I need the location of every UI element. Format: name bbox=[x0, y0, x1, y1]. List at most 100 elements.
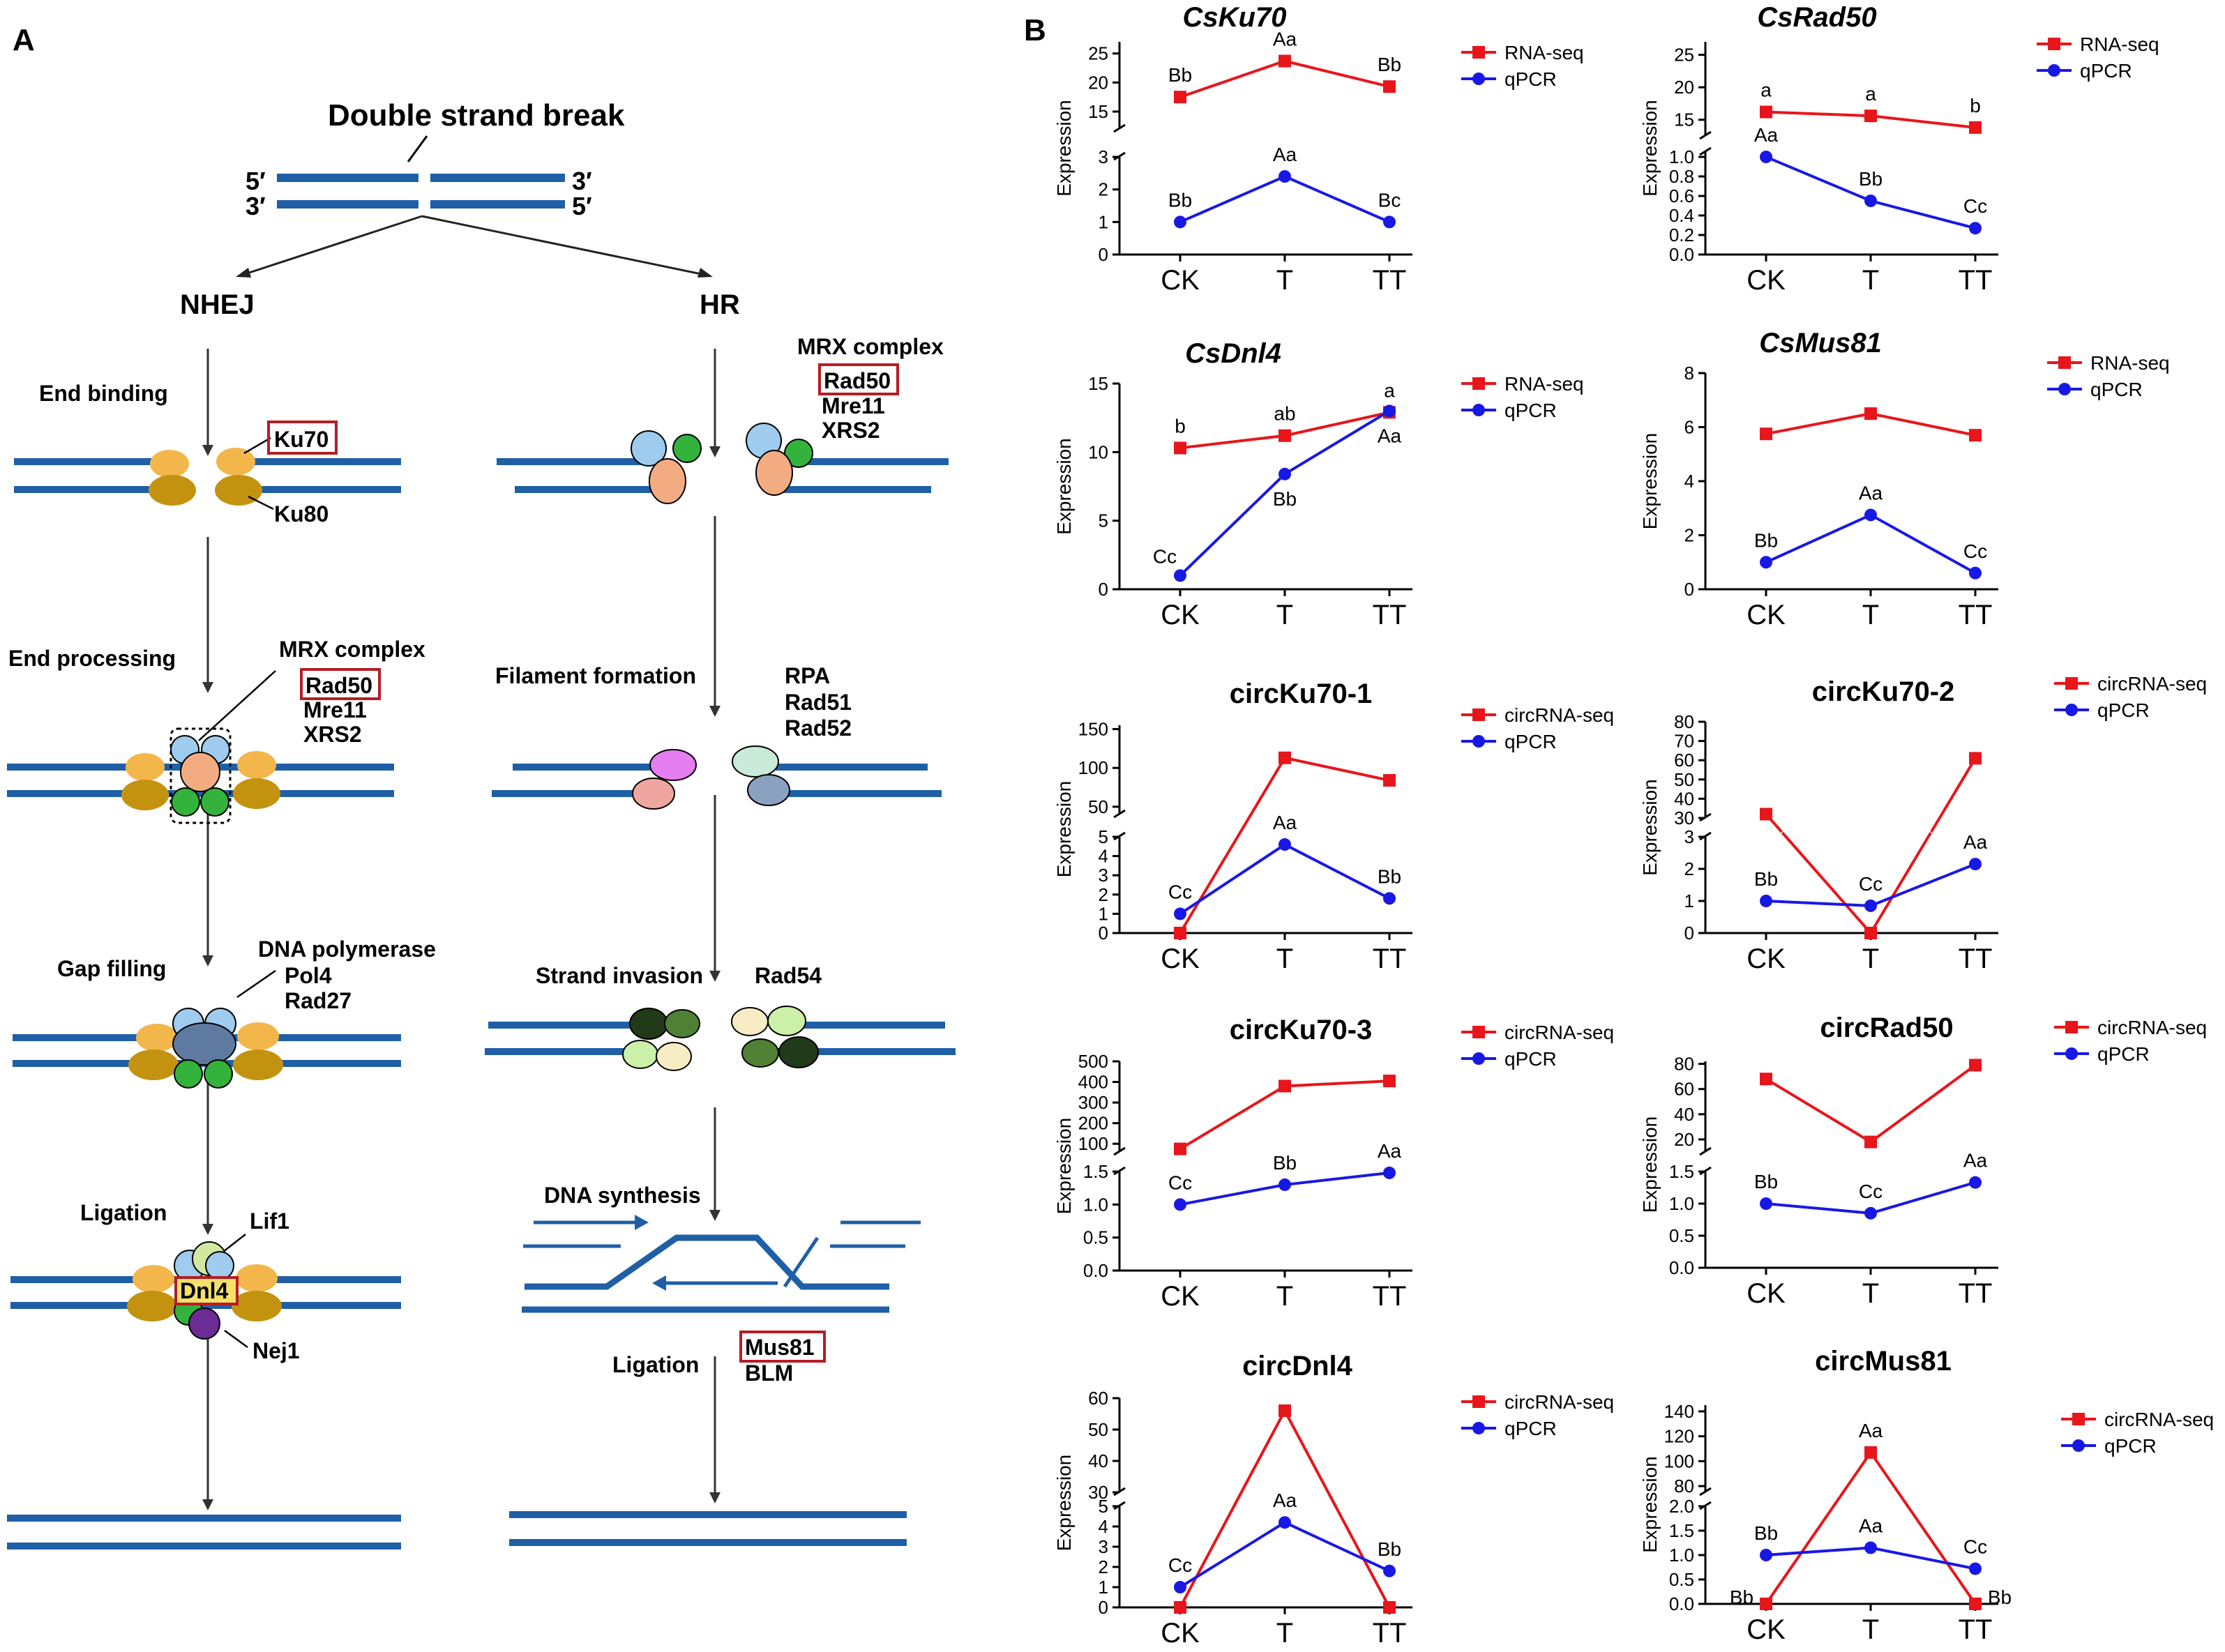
data-point-qPCR bbox=[1969, 222, 1982, 235]
data-label: Aa bbox=[1963, 831, 1988, 853]
y-tick-label: 300 bbox=[1078, 1092, 1108, 1113]
axis-break bbox=[1113, 809, 1126, 819]
nej1-label: Nej1 bbox=[252, 1338, 300, 1363]
data-label: a bbox=[1760, 79, 1772, 101]
rad51-label: Rad51 bbox=[785, 690, 852, 715]
data-label: Bb bbox=[1754, 1522, 1778, 1544]
x-tick-label: TT bbox=[1959, 1278, 1993, 1309]
axis-break bbox=[1113, 151, 1126, 161]
dsb-title: Double strand break bbox=[328, 98, 625, 132]
y-tick-label: 200 bbox=[1078, 1113, 1108, 1134]
data-point-qPCR bbox=[1969, 1562, 1982, 1575]
y-tick-label: 4 bbox=[1099, 1516, 1108, 1537]
data-point-circRNA-seq bbox=[1760, 808, 1772, 821]
y-tick-label: 15 bbox=[1674, 109, 1694, 130]
x-tick-label: T bbox=[1276, 944, 1293, 974]
x-tick-label: T bbox=[1276, 1281, 1293, 1312]
y-tick-label: 1 bbox=[1099, 903, 1108, 924]
data-point-qPCR bbox=[1864, 1541, 1877, 1554]
data-point-qPCR bbox=[1279, 838, 1291, 851]
x-tick-label: CK bbox=[1161, 1618, 1200, 1649]
data-label: Aa bbox=[1859, 1515, 1883, 1537]
data-point-qPCR bbox=[1383, 892, 1396, 905]
legend-marker bbox=[2065, 1047, 2078, 1060]
data-label: ab bbox=[1274, 403, 1295, 425]
y-tick-label: 140 bbox=[1664, 1401, 1694, 1422]
y-tick-label: 0 bbox=[1099, 1597, 1108, 1618]
dna-polymerase-label: DNA polymerase bbox=[258, 937, 436, 962]
ku70-label: Ku70 bbox=[274, 427, 329, 452]
x-tick-label: T bbox=[1862, 944, 1879, 974]
x-tick-label: TT bbox=[1959, 600, 1993, 630]
y-tick-label: 2.0 bbox=[1669, 1496, 1694, 1517]
data-label: Bb bbox=[1754, 868, 1778, 890]
nhej-dna-1 bbox=[14, 458, 401, 493]
legend-marker bbox=[2065, 704, 2078, 716]
y-tick-label: 100 bbox=[1078, 1133, 1108, 1154]
data-label: Bb bbox=[1754, 1171, 1778, 1192]
xrs2-shape bbox=[171, 787, 200, 817]
data-point-RNA-seq bbox=[1279, 54, 1291, 68]
rad50-label-hr: Rad50 bbox=[824, 368, 891, 393]
x-tick-label: CK bbox=[1747, 265, 1786, 296]
data-point-RNA-seq bbox=[1174, 441, 1186, 455]
y-tick-label: 50 bbox=[1088, 1419, 1108, 1440]
y-tick-label: 0.5 bbox=[1669, 1225, 1694, 1246]
hr-step-strand-invasion: Strand invasion bbox=[536, 963, 703, 988]
legend-marker bbox=[2048, 64, 2060, 77]
data-point-RNA-seq bbox=[1279, 429, 1291, 442]
y-tick-label: 4 bbox=[1684, 471, 1694, 492]
y-axis-label: Expression bbox=[1639, 1456, 1661, 1553]
axis-break bbox=[1699, 1166, 1712, 1176]
y-tick-label: 8 bbox=[1684, 363, 1694, 384]
y-tick-label: 1.5 bbox=[1669, 1520, 1694, 1541]
y-tick-label: 70 bbox=[1674, 731, 1694, 752]
legend-label: qPCR bbox=[1504, 1048, 1557, 1070]
legend-marker bbox=[1472, 1026, 1485, 1038]
chart-title: circMus81 bbox=[1815, 1346, 1952, 1377]
x-tick-label: T bbox=[1276, 600, 1293, 630]
data-point-circRNA-seq bbox=[1760, 1598, 1772, 1610]
data-label: Cc bbox=[1859, 873, 1883, 895]
y-tick-label: 3 bbox=[1684, 826, 1694, 847]
y-tick-label: 6 bbox=[1684, 417, 1694, 438]
y-tick-label: 40 bbox=[1088, 1450, 1108, 1471]
y-tick-label: 1.0 bbox=[1669, 1193, 1694, 1214]
legend-label: qPCR bbox=[1504, 1418, 1557, 1439]
data-point-qPCR bbox=[1279, 467, 1291, 480]
data-point-qPCR bbox=[1383, 1166, 1396, 1179]
x-tick-label: CK bbox=[1747, 944, 1786, 974]
chart-title: circKu70-3 bbox=[1230, 1015, 1373, 1045]
axis-break bbox=[1113, 1501, 1126, 1510]
x-tick-label: CK bbox=[1747, 1614, 1786, 1645]
y-tick-label: 2 bbox=[1684, 858, 1694, 879]
rad52-label: Rad52 bbox=[785, 715, 852, 741]
series-line-qPCR bbox=[1179, 174, 1390, 224]
data-label: Cc bbox=[1963, 1536, 1987, 1558]
legend-marker bbox=[1472, 735, 1485, 748]
hr-step-ligation: Ligation bbox=[612, 1352, 699, 1377]
y-tick-label: 500 bbox=[1078, 1051, 1108, 1072]
series-line-segment bbox=[1283, 1410, 1337, 1507]
y-tick-label: 0.5 bbox=[1083, 1227, 1108, 1248]
y-tick-label: 1.0 bbox=[1669, 146, 1694, 167]
data-point-qPCR bbox=[1174, 569, 1186, 582]
y-tick-label: 30 bbox=[1088, 1482, 1108, 1503]
data-label: Bb bbox=[1273, 488, 1297, 510]
data-label: Cc bbox=[1963, 195, 1987, 217]
y-tick-label: 60 bbox=[1088, 1388, 1108, 1409]
data-label: Aa bbox=[1754, 124, 1779, 146]
chart-title: CsRad50 bbox=[1757, 2, 1876, 33]
data-point-qPCR bbox=[1864, 508, 1877, 522]
rad54-label: Rad54 bbox=[755, 963, 822, 988]
data-label: Bb bbox=[1273, 1152, 1297, 1174]
data-point-circRNA-seq bbox=[1969, 1059, 1982, 1072]
legend-label: qPCR bbox=[2097, 1043, 2150, 1065]
y-tick-label: 0.5 bbox=[1669, 1569, 1694, 1590]
